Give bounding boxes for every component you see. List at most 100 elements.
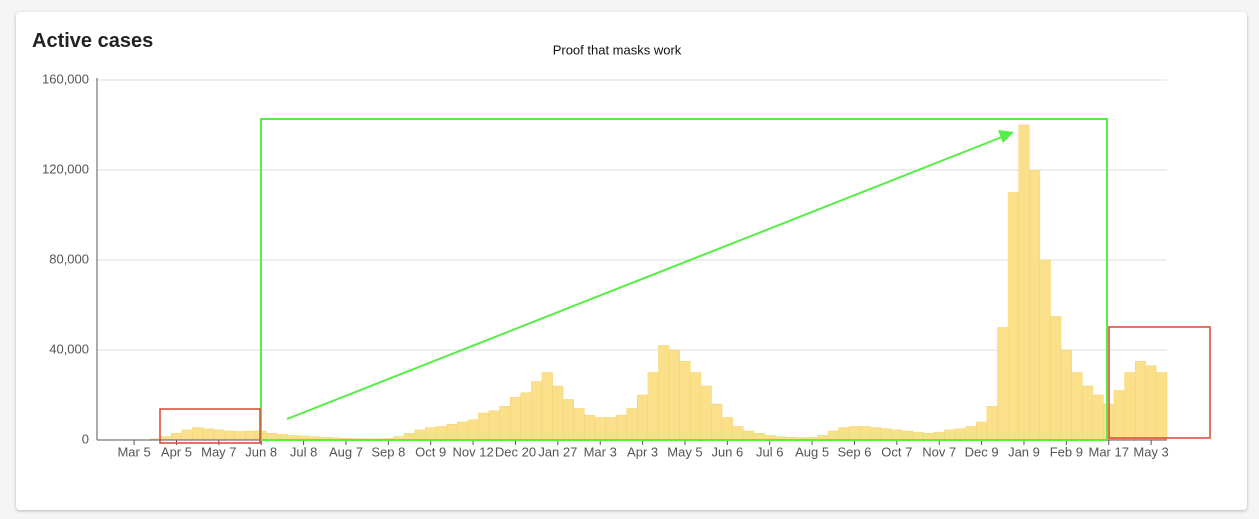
x-tick-label: Mar 5 bbox=[117, 444, 150, 459]
bar bbox=[467, 419, 479, 441]
bar bbox=[721, 417, 733, 441]
y-tick-label: 40,000 bbox=[49, 341, 89, 356]
x-tick-label: Mar 17 bbox=[1088, 444, 1128, 459]
bar bbox=[170, 433, 183, 441]
arrow-head bbox=[998, 130, 1014, 143]
bar bbox=[997, 327, 1009, 441]
bar bbox=[753, 433, 765, 441]
x-tick-label: Aug 7 bbox=[329, 444, 363, 459]
bar bbox=[944, 429, 956, 441]
bar bbox=[923, 433, 935, 441]
bar bbox=[615, 415, 627, 441]
bar bbox=[700, 385, 712, 441]
bar bbox=[626, 408, 638, 441]
bar bbox=[541, 372, 553, 441]
y-tick-label: 160,000 bbox=[42, 71, 89, 86]
bar bbox=[1050, 316, 1062, 441]
bar bbox=[668, 349, 680, 441]
x-tick-label: Jan 27 bbox=[538, 444, 577, 459]
bar bbox=[594, 417, 606, 441]
bar bbox=[478, 412, 490, 441]
bar bbox=[1092, 394, 1104, 441]
bar bbox=[647, 372, 659, 441]
x-tick-label: Nov 7 bbox=[922, 444, 956, 459]
bar bbox=[584, 415, 596, 441]
bar bbox=[658, 345, 670, 441]
bar bbox=[1134, 361, 1147, 441]
bar bbox=[1124, 372, 1136, 441]
bar bbox=[1113, 390, 1125, 441]
bar bbox=[912, 431, 924, 441]
bar bbox=[986, 406, 998, 441]
x-tick-label: Apr 3 bbox=[627, 444, 658, 459]
arrow bbox=[286, 136, 1003, 420]
bar bbox=[690, 372, 702, 441]
bar bbox=[488, 410, 500, 441]
x-tick-label: Jun 8 bbox=[245, 444, 277, 459]
bar bbox=[742, 430, 755, 441]
x-tick-label: Nov 12 bbox=[452, 444, 493, 459]
bar bbox=[234, 431, 246, 441]
bar bbox=[456, 421, 469, 441]
bar bbox=[435, 426, 447, 441]
bar bbox=[202, 428, 214, 441]
bar bbox=[213, 429, 225, 441]
bar bbox=[711, 403, 723, 441]
x-tick-label: Jun 6 bbox=[711, 444, 743, 459]
bar bbox=[414, 429, 426, 441]
bar bbox=[870, 427, 882, 441]
bar bbox=[976, 421, 988, 441]
bar bbox=[160, 436, 172, 441]
red-box bbox=[159, 408, 261, 444]
y-tick-label: 120,000 bbox=[42, 161, 89, 176]
chart-title: Active cases bbox=[32, 30, 154, 52]
x-tick-label: Dec 20 bbox=[495, 444, 536, 459]
bar bbox=[223, 430, 235, 441]
chart-subtitle: Proof that masks work bbox=[553, 42, 682, 57]
bar bbox=[552, 385, 564, 441]
y-tick-label: 80,000 bbox=[49, 251, 89, 266]
x-tick-label: Aug 5 bbox=[795, 444, 829, 459]
bar bbox=[499, 406, 511, 441]
bar bbox=[520, 392, 532, 441]
bar bbox=[1081, 385, 1094, 441]
x-tick-label: Jan 9 bbox=[1008, 444, 1040, 459]
x-tick-label: Oct 7 bbox=[881, 444, 912, 459]
bar bbox=[192, 427, 204, 441]
bar bbox=[181, 429, 193, 441]
y-tick-label: 0 bbox=[82, 431, 89, 446]
bar bbox=[965, 426, 977, 441]
bar bbox=[827, 430, 839, 441]
bar bbox=[891, 429, 903, 441]
x-tick-label: May 7 bbox=[201, 444, 236, 459]
x-tick-label: Sep 6 bbox=[837, 444, 871, 459]
bar bbox=[446, 424, 458, 441]
bar bbox=[1007, 192, 1019, 441]
bar bbox=[425, 427, 437, 441]
bar bbox=[403, 433, 416, 441]
red-box bbox=[1108, 326, 1211, 439]
bar bbox=[1156, 372, 1168, 441]
bar bbox=[637, 394, 649, 441]
bar bbox=[605, 417, 617, 441]
bar bbox=[245, 430, 257, 441]
bar bbox=[1071, 372, 1083, 441]
bar bbox=[531, 381, 543, 441]
bar bbox=[1060, 349, 1072, 441]
bar bbox=[509, 397, 522, 441]
x-tick-label: Sep 8 bbox=[371, 444, 405, 459]
bar bbox=[880, 428, 892, 441]
x-tick-label: Mar 3 bbox=[584, 444, 617, 459]
x-tick-label: May 3 bbox=[1133, 444, 1168, 459]
x-tick-label: Apr 5 bbox=[161, 444, 192, 459]
x-tick-label: Oct 9 bbox=[415, 444, 446, 459]
bar bbox=[954, 428, 966, 441]
x-tick-label: Jul 8 bbox=[290, 444, 317, 459]
bar bbox=[848, 426, 861, 441]
x-tick-label: Jul 6 bbox=[756, 444, 783, 459]
bar bbox=[859, 426, 871, 441]
bar bbox=[679, 361, 691, 441]
bar bbox=[901, 430, 913, 441]
x-tick-label: May 5 bbox=[667, 444, 702, 459]
